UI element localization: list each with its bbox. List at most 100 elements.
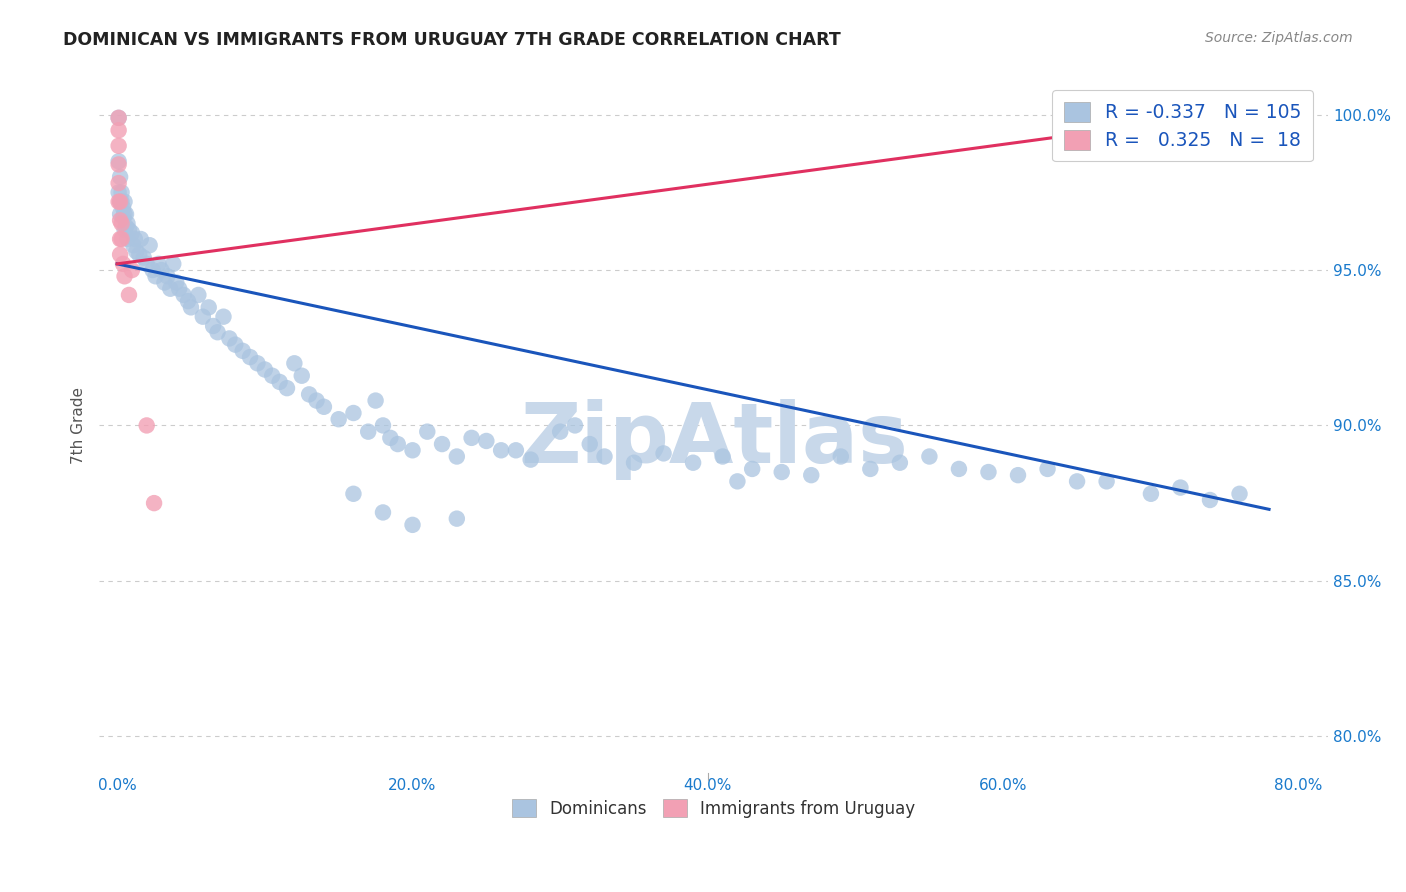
Point bbox=[312, 400, 335, 414]
Point bbox=[114, 269, 136, 284]
Y-axis label: 7th Grade: 7th Grade bbox=[72, 387, 86, 464]
Point bbox=[115, 207, 138, 221]
Point bbox=[108, 232, 131, 246]
Point bbox=[239, 350, 262, 364]
Point bbox=[489, 443, 512, 458]
Point bbox=[162, 257, 184, 271]
Point bbox=[108, 194, 131, 209]
Point bbox=[262, 368, 284, 383]
Point bbox=[117, 217, 139, 231]
Point bbox=[401, 517, 423, 532]
Point bbox=[180, 301, 202, 315]
Point bbox=[328, 412, 350, 426]
Point bbox=[128, 247, 150, 261]
Point bbox=[114, 222, 136, 236]
Point bbox=[107, 194, 129, 209]
Point bbox=[212, 310, 235, 324]
Point bbox=[110, 186, 132, 200]
Point bbox=[110, 232, 132, 246]
Point bbox=[505, 443, 527, 458]
Point bbox=[253, 362, 276, 376]
Point bbox=[1095, 475, 1118, 489]
Point bbox=[207, 325, 229, 339]
Point bbox=[187, 288, 209, 302]
Point bbox=[371, 418, 394, 433]
Point bbox=[276, 381, 298, 395]
Point bbox=[218, 331, 240, 345]
Point bbox=[342, 406, 364, 420]
Point bbox=[148, 257, 170, 271]
Point bbox=[115, 219, 138, 234]
Point bbox=[725, 475, 748, 489]
Point bbox=[1170, 481, 1192, 495]
Point bbox=[118, 222, 141, 236]
Point bbox=[107, 111, 129, 125]
Point bbox=[371, 505, 394, 519]
Point bbox=[138, 238, 160, 252]
Point bbox=[305, 393, 328, 408]
Point bbox=[578, 437, 600, 451]
Point bbox=[380, 431, 402, 445]
Point bbox=[108, 207, 131, 221]
Point bbox=[342, 487, 364, 501]
Point bbox=[112, 211, 135, 225]
Point bbox=[114, 207, 136, 221]
Point bbox=[1199, 493, 1222, 508]
Point bbox=[107, 111, 129, 125]
Point bbox=[150, 263, 173, 277]
Point bbox=[156, 269, 179, 284]
Point bbox=[446, 511, 468, 525]
Point bbox=[246, 356, 269, 370]
Point bbox=[132, 251, 155, 265]
Point bbox=[122, 238, 145, 252]
Point bbox=[125, 244, 148, 259]
Point bbox=[564, 418, 586, 433]
Point bbox=[291, 368, 314, 383]
Point bbox=[548, 425, 571, 439]
Point bbox=[177, 294, 200, 309]
Point bbox=[107, 176, 129, 190]
Point bbox=[519, 452, 541, 467]
Legend: Dominicans, Immigrants from Uruguay: Dominicans, Immigrants from Uruguay bbox=[506, 793, 922, 824]
Point bbox=[387, 437, 409, 451]
Point bbox=[142, 263, 165, 277]
Point bbox=[121, 226, 143, 240]
Point bbox=[1229, 487, 1251, 501]
Point bbox=[741, 462, 763, 476]
Point bbox=[124, 232, 146, 246]
Point bbox=[977, 465, 1000, 479]
Point bbox=[107, 123, 129, 137]
Point bbox=[108, 169, 131, 184]
Point bbox=[202, 318, 225, 333]
Point bbox=[107, 138, 129, 153]
Point bbox=[107, 154, 129, 169]
Point bbox=[460, 431, 482, 445]
Point bbox=[159, 282, 181, 296]
Point bbox=[364, 393, 387, 408]
Point bbox=[167, 282, 190, 296]
Point bbox=[143, 496, 166, 510]
Point bbox=[114, 194, 136, 209]
Point bbox=[430, 437, 453, 451]
Point bbox=[298, 387, 321, 401]
Point bbox=[357, 425, 380, 439]
Point bbox=[108, 247, 131, 261]
Point bbox=[1036, 462, 1059, 476]
Point bbox=[1066, 475, 1088, 489]
Point bbox=[475, 434, 498, 448]
Point bbox=[652, 446, 675, 460]
Point bbox=[110, 217, 132, 231]
Point bbox=[1007, 468, 1029, 483]
Point bbox=[191, 310, 214, 324]
Point bbox=[107, 186, 129, 200]
Point bbox=[401, 443, 423, 458]
Point bbox=[416, 425, 439, 439]
Point bbox=[135, 418, 157, 433]
Point bbox=[623, 456, 645, 470]
Point bbox=[112, 201, 135, 215]
Point bbox=[121, 263, 143, 277]
Point bbox=[232, 343, 254, 358]
Point bbox=[135, 257, 157, 271]
Point bbox=[224, 337, 246, 351]
Point bbox=[918, 450, 941, 464]
